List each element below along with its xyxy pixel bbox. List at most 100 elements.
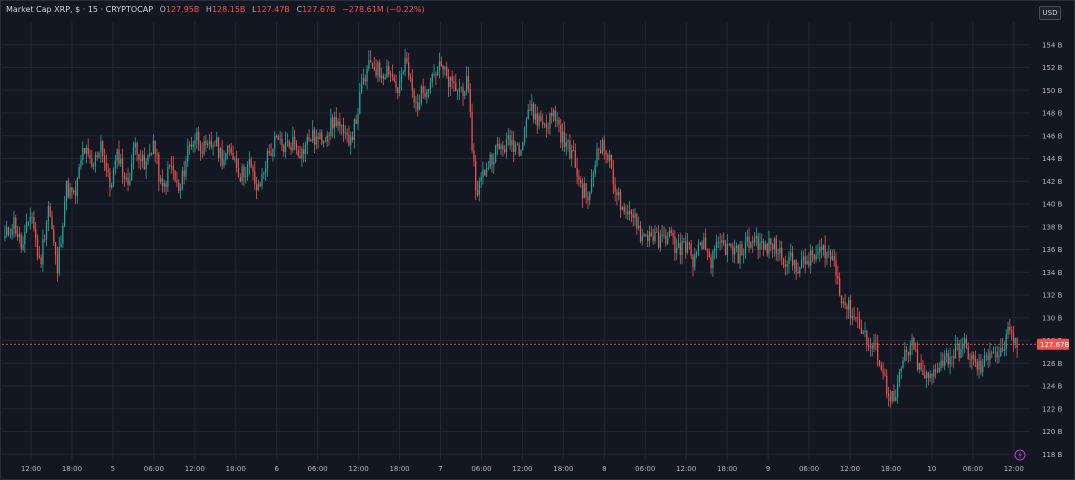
candle-body <box>994 352 996 354</box>
candle-body <box>643 234 645 237</box>
candle-body <box>889 396 891 402</box>
candle-body <box>739 244 741 264</box>
candle-body <box>478 181 480 195</box>
candle-body <box>630 210 633 215</box>
candle-body <box>489 154 491 168</box>
candle-body <box>824 245 826 259</box>
candle-body <box>51 216 53 230</box>
candle-body <box>788 256 790 265</box>
candle-body <box>552 110 555 117</box>
candle-body <box>134 142 136 148</box>
candle-body <box>998 355 1000 358</box>
candle-body <box>616 191 618 196</box>
candle-body <box>382 75 384 79</box>
candle-body <box>918 362 920 370</box>
candle-body <box>735 245 738 249</box>
symbol-title[interactable]: Market Cap XRP, $ · 15 · CRYPTOCAP <box>6 5 154 14</box>
time-tick-label: 12:00 <box>21 465 41 473</box>
candle-body <box>781 247 783 259</box>
candle-body <box>243 166 245 178</box>
candle-body <box>87 147 89 155</box>
candle-body <box>748 236 750 248</box>
candle-body <box>406 57 408 63</box>
candle-body <box>761 241 763 243</box>
candle-body <box>538 115 540 126</box>
currency-button[interactable]: USD <box>1039 6 1061 20</box>
candle-body <box>400 73 403 81</box>
candle-body <box>116 149 118 161</box>
candle-body <box>272 148 274 156</box>
candle-body <box>373 67 375 69</box>
candle-body <box>159 178 162 182</box>
candle-body <box>614 184 616 192</box>
candle-body <box>714 248 716 251</box>
candle-body <box>891 390 893 402</box>
candle-body <box>601 140 604 154</box>
candle-body <box>275 136 278 137</box>
candle-body <box>934 369 937 372</box>
candle-body <box>232 152 234 160</box>
candle-body <box>545 123 547 128</box>
candle-body <box>628 210 631 215</box>
candle-body <box>513 139 515 153</box>
candle-body <box>665 235 667 244</box>
candle-body <box>764 243 767 250</box>
candle-body <box>786 264 788 267</box>
candle-body <box>759 242 761 250</box>
candle-body <box>723 240 725 244</box>
candle-body <box>332 117 334 129</box>
lightning-icon[interactable] <box>1014 449 1026 461</box>
candle-body <box>542 121 544 125</box>
candle-body <box>942 360 944 366</box>
candle-body <box>1014 338 1016 344</box>
candle-body <box>54 242 57 256</box>
candle-body <box>67 180 69 198</box>
change-value: −278.61M (−0.22%) <box>342 5 425 14</box>
candle-body <box>656 231 658 233</box>
candle-body <box>480 176 482 182</box>
candle-body <box>657 232 660 248</box>
candle-body <box>33 216 35 229</box>
candle-body <box>344 132 346 134</box>
candle-body <box>536 113 538 126</box>
candle-body <box>991 352 993 354</box>
candle-body <box>293 136 296 145</box>
candle-body <box>426 91 428 97</box>
candle-body <box>607 155 609 161</box>
candle-body <box>599 149 602 154</box>
candle-body <box>915 349 917 351</box>
candle-body <box>985 355 987 357</box>
candle-body <box>849 299 852 319</box>
candle-body <box>712 250 714 269</box>
candle-body <box>804 256 806 265</box>
time-axis[interactable]: 12:00 18:00 5 06:00 12:00 18:00 6 06:00 12:00 18:… <box>21 465 1024 473</box>
candle-body <box>429 82 432 90</box>
candle-body <box>858 318 861 328</box>
candle-body <box>893 390 895 401</box>
candle-body <box>149 153 151 156</box>
candle-body <box>91 158 93 167</box>
candle-body <box>947 353 949 365</box>
candle-body <box>125 177 127 180</box>
candle-body <box>270 153 272 156</box>
price-tick-label: 146 B <box>1042 132 1063 140</box>
price-tick-label: 136 B <box>1042 246 1063 254</box>
candle-body <box>813 255 815 260</box>
candle-body <box>13 217 15 229</box>
candle-body <box>476 191 479 195</box>
candle-body <box>89 154 91 159</box>
candle-body <box>73 190 75 193</box>
candle-body <box>753 238 756 243</box>
candle-body <box>965 338 968 347</box>
candle-body <box>328 135 330 137</box>
candle-body <box>810 250 812 266</box>
candle-body <box>610 154 613 169</box>
candle-body <box>69 187 71 198</box>
candle-body <box>699 242 701 245</box>
candle-body <box>514 144 517 153</box>
candle-body <box>668 230 671 238</box>
candle-body <box>853 316 855 318</box>
candle-body <box>341 124 343 127</box>
